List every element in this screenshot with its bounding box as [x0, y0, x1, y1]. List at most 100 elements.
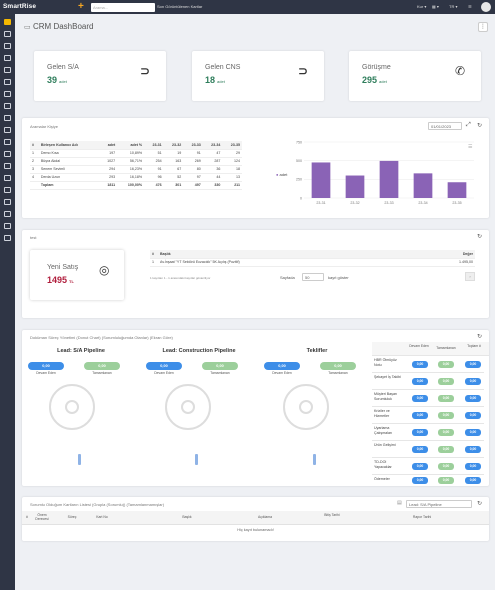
pill-caption: Tamamlanan — [210, 371, 230, 375]
table-row: 1 Demo Kısa 197 10,89% 51 19 91 47 29 — [30, 149, 242, 158]
page-size-select[interactable]: 50 — [302, 273, 324, 281]
side-table-row: Kriziler ve Hizmetler 0,00 0,00 0,00 — [372, 407, 484, 424]
bar-23-32[interactable] — [345, 175, 365, 198]
user-icon[interactable] — [4, 199, 11, 205]
avatar[interactable] — [481, 2, 491, 12]
donut-center — [181, 400, 195, 414]
col-header: 23-33 — [183, 141, 203, 150]
stat-card-gorusme: Görüşme 295 adet ✆ — [349, 51, 481, 101]
add-icon[interactable]: + — [78, 1, 84, 12]
donut-chart — [283, 384, 329, 430]
in-progress-pill[interactable]: 0,00 — [146, 362, 182, 370]
stat-label: Gelen S/A — [47, 64, 79, 71]
refresh-icon[interactable]: ↻ — [477, 334, 483, 340]
options-button[interactable]: ⋮ — [478, 22, 488, 32]
page-size-label: Sayfada — [280, 275, 295, 280]
list-icon[interactable] — [4, 151, 11, 157]
page-size-suffix: kayıt göster — [328, 275, 349, 280]
eye-icon[interactable] — [4, 67, 11, 73]
panel-title: Lead: S/A Pipeline — [57, 348, 105, 354]
pill-caption: Tamamlanan — [328, 371, 348, 375]
pagination-button[interactable]: › — [465, 272, 475, 281]
clipboard-icon[interactable] — [4, 127, 11, 133]
refresh-icon[interactable]: ↻ — [477, 234, 483, 240]
folder-icon[interactable] — [4, 55, 11, 61]
wrench-icon[interactable] — [4, 175, 11, 181]
calendar-icon[interactable] — [4, 31, 11, 37]
completed-pill[interactable]: 0,00 — [202, 362, 238, 370]
sales-table: # Başlık Değer 1 Av.İnşaat "YT Sektörü E… — [150, 250, 475, 267]
expand-icon[interactable]: ⤢ — [466, 122, 471, 128]
x-tick-label: 23-33 — [384, 201, 393, 205]
magnet-icon: ⊃ — [297, 64, 308, 78]
language-select[interactable]: TR ▾ — [449, 4, 458, 9]
col-header: 23-35 — [222, 141, 242, 150]
donut-legend-icon — [313, 454, 316, 465]
table-total-row: Toplam 1811 100,00% 476 301 497 330 211 — [30, 181, 242, 190]
refresh-icon[interactable]: ↻ — [477, 123, 483, 129]
responsible-card: Sorumlu Olduğum Kartların Listesi (Grupl… — [22, 497, 489, 541]
in-progress-pill[interactable]: 0,00 — [264, 362, 300, 370]
pill-caption: Devam Eden — [36, 371, 56, 375]
col-header: Birleşen Kullanıcı Adı — [38, 141, 100, 150]
top-bar: SmartRise + Arama... Son Görüntülenen Ka… — [0, 0, 495, 14]
chart-menu-icon[interactable]: ☰ — [468, 144, 473, 150]
page-title: CRM DashBoard — [33, 22, 94, 31]
sidebar — [0, 14, 15, 590]
target-icon: ◎ — [99, 263, 110, 277]
recent-cards-select[interactable]: Son Görüntülenen Kartlar — [157, 4, 203, 9]
dashboard-icon[interactable] — [4, 19, 11, 25]
bar-chart-icon[interactable] — [4, 223, 11, 229]
refresh-icon[interactable]: ↻ — [477, 501, 483, 507]
col-header: adet — [99, 141, 118, 150]
document-icon[interactable] — [4, 43, 11, 49]
stat-value: 39 adet — [47, 75, 67, 85]
pill-caption: Devam Eden — [272, 371, 292, 375]
new-sale-label: Yeni Satış — [47, 264, 79, 271]
bank-icon[interactable] — [4, 211, 11, 217]
currency-select[interactable]: Kur ▾ — [417, 4, 427, 9]
bar-chart: 750 500 250 0 23-31 23-32 23-33 23-34 23-35 — [296, 140, 474, 205]
checklist-icon[interactable] — [4, 103, 11, 109]
video-icon[interactable] — [4, 91, 11, 97]
date-input[interactable]: 01/01/2023 — [428, 122, 462, 130]
menu-icon[interactable]: ☰ — [468, 4, 472, 9]
new-sale-card: Yeni Satış 1495 TL ◎ — [30, 250, 124, 300]
megaphone-icon[interactable] — [4, 115, 11, 121]
col-header: 23-32 — [163, 141, 184, 150]
stack-icon[interactable] — [4, 163, 11, 169]
bar-23-33[interactable] — [379, 160, 399, 198]
table-header-row: # Başlık Değer — [150, 250, 475, 259]
side-table-row: Uyarlama Çalışmaları 0,00 0,00 0,00 — [372, 424, 484, 441]
app-logo[interactable]: SmartRise — [3, 3, 37, 10]
x-tick-label: 23-35 — [452, 201, 461, 205]
bar-23-31[interactable] — [311, 162, 331, 198]
grid-menu-icon[interactable]: ▦ ▾ — [432, 4, 439, 9]
filter-icon[interactable]: ▤ — [397, 500, 402, 506]
gear-icon[interactable] — [4, 235, 11, 241]
col-header: # — [30, 141, 39, 150]
stat-value: 18 adet — [205, 75, 225, 85]
chart-legend: ● adet — [276, 172, 288, 177]
table-row[interactable]: 1 Av.İnşaat "YT Sektörü Eczacılık" 5K Aç… — [150, 258, 475, 267]
dashboard-title-icon: ▭ — [24, 24, 31, 31]
side-table-row: Ödemeler 0,00 0,00 0,00 — [372, 475, 484, 486]
in-progress-pill[interactable]: 0,00 — [28, 362, 64, 370]
stat-label: Görüşme — [362, 64, 391, 71]
pipeline-filter-select[interactable]: Lead: S/A Pipeline — [406, 500, 472, 508]
completed-pill[interactable]: 0,00 — [84, 362, 120, 370]
bar-23-34[interactable] — [413, 173, 433, 198]
search-input[interactable]: Arama... — [91, 3, 155, 12]
table-row: 4 Derda Uzun 293 16,18% 96 52 97 44 13 — [30, 173, 242, 182]
empty-table-message: Hiç kayıt bulunamadı! — [237, 528, 274, 532]
donut-legend-icon — [195, 454, 198, 465]
table-row: 3 Senem Sevimli 294 16,23% 91 67 80 36 18 — [30, 165, 242, 174]
panel-title: Teklifler — [306, 348, 328, 354]
book-icon[interactable] — [4, 139, 11, 145]
donut-legend-icon — [78, 454, 81, 465]
responsible-title: Sorumlu Olduğum Kartların Listesi (Grupl… — [30, 502, 165, 507]
completed-pill[interactable]: 0,00 — [320, 362, 356, 370]
cart-icon[interactable] — [4, 79, 11, 85]
bar-23-35[interactable] — [447, 182, 467, 198]
shop-icon[interactable] — [4, 187, 11, 193]
